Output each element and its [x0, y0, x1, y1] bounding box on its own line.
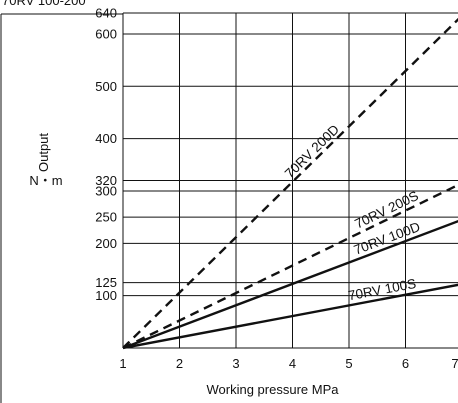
y-tick-label: 320	[95, 173, 117, 188]
series-label: 70RV 200D	[282, 122, 342, 182]
grid	[0, 12, 458, 403]
y-axis-title: Output	[36, 133, 51, 172]
x-tick-label: 3	[232, 356, 239, 371]
y-tick-label: 100	[95, 288, 117, 303]
y-tick-label: 250	[95, 210, 117, 225]
series-line	[122, 219, 458, 350]
x-tick-label: 1	[119, 356, 126, 371]
y-tick-label: 125	[95, 275, 117, 290]
y-tick-label: 400	[95, 131, 117, 146]
y-tick-label: 500	[95, 79, 117, 94]
x-axis-title: Working pressure MPa	[207, 382, 340, 397]
series-line	[122, 17, 458, 349]
y-axis-unit: N・m	[29, 173, 62, 188]
y-tick-label: 200	[95, 236, 117, 251]
series-lines	[122, 17, 458, 350]
x-tick-label: 2	[176, 356, 183, 371]
x-tick-label: 5	[345, 356, 352, 371]
chart-title: 70RV 100-200	[2, 0, 86, 8]
x-tick-label: 7	[451, 356, 458, 371]
y-tick-label: 640	[95, 6, 117, 21]
y-tick-label: 600	[95, 26, 117, 41]
series-line	[122, 283, 458, 350]
y-tick-label: 300	[95, 183, 117, 198]
x-tick-label: 4	[289, 356, 296, 371]
x-tick-label: 6	[402, 356, 409, 371]
series-line	[122, 183, 458, 350]
